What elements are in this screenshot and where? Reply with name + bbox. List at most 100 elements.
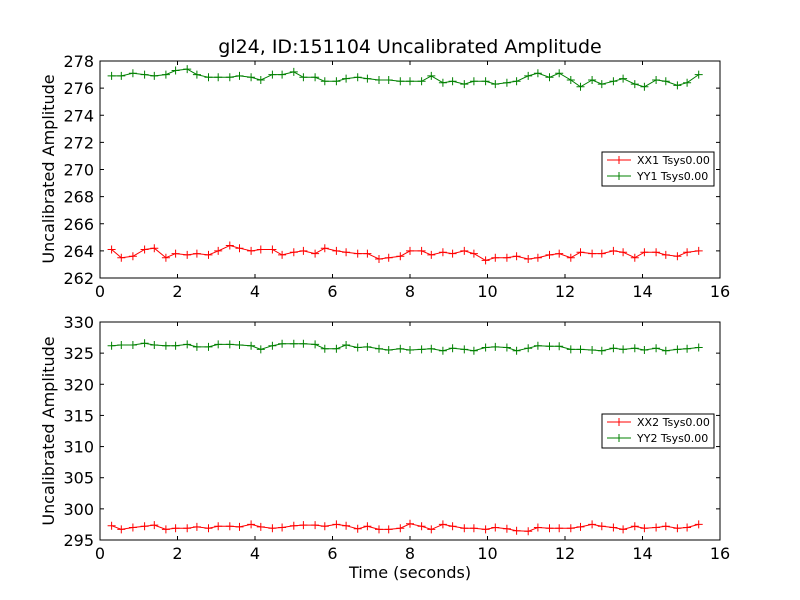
top-series-yy1-point xyxy=(117,71,126,80)
top-series-yy1-point xyxy=(247,73,256,82)
bottom-series-xx2-point xyxy=(640,524,649,533)
bottom-series-yy2-point xyxy=(640,346,649,354)
bottom-x-tick-label: 2 xyxy=(172,544,182,563)
bottom-series-yy2-point xyxy=(460,345,469,354)
top-y-tick-label: 264 xyxy=(63,242,94,261)
bottom-series-yy2-point xyxy=(268,341,277,350)
bottom-axis-ticks: 0 2 4 6 8 10 12 14 16 295 300 305 310 315 320 325 330 xyxy=(63,313,730,563)
top-series-xx1-point xyxy=(512,252,521,261)
top-series-yy1-point xyxy=(619,74,628,83)
top-series-xx1-point xyxy=(214,246,223,255)
top-legend-xx1-marker xyxy=(615,156,623,164)
top-series-yy1-point xyxy=(448,77,457,86)
bottom-series-yy2-point xyxy=(299,339,308,348)
top-axis-ticks: 0 2 4 6 8 10 12 14 16 262 264 266 268 270 272 274 276 278 xyxy=(63,52,730,301)
top-series-xx1-point xyxy=(268,245,277,254)
top-series-yy1-point xyxy=(566,76,575,84)
bottom-series-yy2-point xyxy=(128,341,137,349)
top-series-xx1-point xyxy=(247,246,256,255)
bottom-series-yy2-point xyxy=(353,343,362,352)
top-series-xx1-point xyxy=(128,252,137,261)
bottom-series-xx2-point xyxy=(481,525,490,534)
top-series-xx1-point xyxy=(417,246,426,255)
top-series-xx1-point xyxy=(469,249,478,258)
bottom-series-yy2-point xyxy=(502,343,511,352)
bottom-series-xx2-point xyxy=(225,522,234,531)
bottom-series-xx2-point xyxy=(140,522,149,531)
top-series-yy1-point xyxy=(491,80,500,89)
top-y-tick-label: 278 xyxy=(63,52,94,71)
top-series-yy1-point xyxy=(417,77,426,86)
bottom-series-yy2-point xyxy=(363,342,372,351)
bottom-series-xx2-point xyxy=(427,525,436,534)
bottom-series-xx2-point xyxy=(117,525,126,534)
top-series-yy1-point xyxy=(225,73,234,82)
bottom-series-yy2-point xyxy=(694,343,703,352)
top-series-yy1-point xyxy=(214,73,223,82)
bottom-series-yy2-point xyxy=(384,346,393,354)
bottom-series-xx2-point xyxy=(171,524,180,533)
top-series-xx1-point xyxy=(460,246,469,255)
bottom-series-yy2-point xyxy=(235,341,244,349)
bottom-series-yy2-point xyxy=(150,341,159,349)
bottom-series-xx2-point xyxy=(268,524,277,533)
bottom-legend-yy2-marker xyxy=(615,434,623,442)
top-series-xx1-point xyxy=(342,248,351,257)
top-y-tick-label: 270 xyxy=(63,161,94,180)
bottom-x-tick-label: 10 xyxy=(477,544,497,563)
top-series-yy1-point xyxy=(161,70,170,79)
bottom-legend-xx2-marker xyxy=(615,418,623,426)
top-series-yy1-point xyxy=(609,77,618,86)
bottom-series-xx2-point xyxy=(438,520,447,529)
bottom-series-xx2-point xyxy=(683,523,692,532)
top-series-xx1-point xyxy=(256,245,265,254)
top-series-xx1-point xyxy=(332,246,341,255)
top-y-tick-label: 266 xyxy=(63,215,94,234)
top-series-yy1-point xyxy=(204,73,213,82)
bottom-series-xx2-point xyxy=(214,522,223,531)
bottom-x-tick-label: 16 xyxy=(710,544,730,563)
top-series-xx1-point xyxy=(278,250,287,259)
bottom-series-yy2-point xyxy=(406,346,414,354)
bottom-series-xx2-point xyxy=(384,525,393,534)
top-series-yy1-point xyxy=(524,71,533,80)
bottom-series-yy2-point xyxy=(619,345,628,354)
top-series-xx1-point xyxy=(384,253,393,262)
bottom-series-xx2-point xyxy=(533,523,542,532)
top-series-xx1-point xyxy=(661,250,670,259)
top-series-xx1-point xyxy=(630,253,639,262)
top-series-yy1-point xyxy=(640,82,649,91)
top-y-tick-label: 268 xyxy=(63,188,94,207)
bottom-series-xx2-point xyxy=(128,523,137,532)
bottom-series-yy2-point xyxy=(161,341,170,350)
top-series-xx1-point xyxy=(491,253,500,262)
top-series-yy1-point xyxy=(460,80,469,89)
bottom-series-yy2-point xyxy=(417,345,426,354)
top-x-tick-label: 4 xyxy=(250,282,260,301)
top-x-tick-label: 0 xyxy=(95,282,105,301)
bottom-series-xx2-point xyxy=(694,520,703,529)
top-series-xx1-point xyxy=(396,252,405,261)
bottom-series-xx2-point xyxy=(661,522,670,531)
top-legend-yy1-marker xyxy=(615,172,623,180)
bottom-series-xx2-point xyxy=(342,521,351,530)
top-series-yy1-point xyxy=(375,76,383,84)
top-series-xx1-point xyxy=(161,253,170,262)
top-x-tick-label: 8 xyxy=(405,282,415,301)
bottom-series-xx2-point xyxy=(353,524,362,533)
top-series-yy1-point xyxy=(545,73,554,82)
bottom-series-yy2-point xyxy=(171,341,180,350)
top-series-xx1-point xyxy=(235,244,244,253)
top-series-yy1-point xyxy=(683,78,692,87)
bottom-y-tick-label: 325 xyxy=(63,344,94,363)
bottom-series-xx2-point xyxy=(448,522,457,531)
top-series-xx1-point xyxy=(204,250,213,259)
top-series-xx1-point xyxy=(448,249,457,258)
top-series-xx1-point xyxy=(652,248,661,257)
bottom-series-yy2-point xyxy=(609,344,618,353)
bottom-series-xx2-point xyxy=(609,523,618,532)
top-series-xx1-point xyxy=(481,256,490,265)
